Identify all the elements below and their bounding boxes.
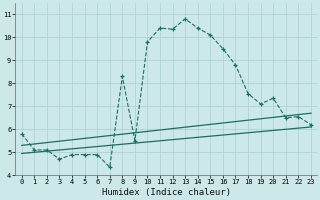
X-axis label: Humidex (Indice chaleur): Humidex (Indice chaleur)	[102, 188, 231, 197]
